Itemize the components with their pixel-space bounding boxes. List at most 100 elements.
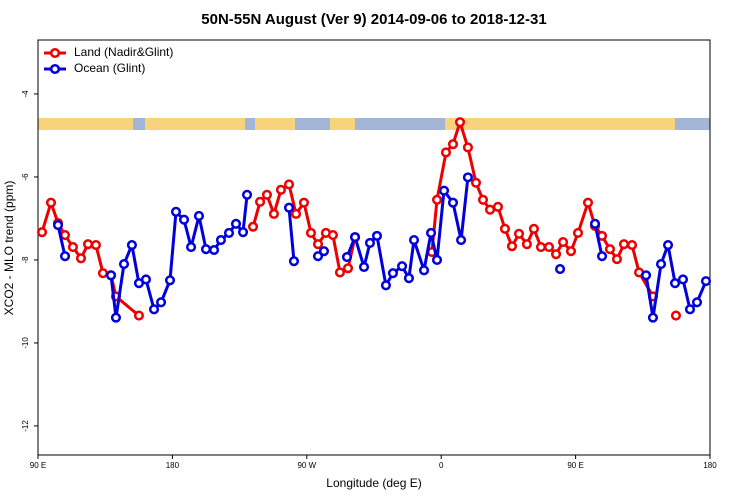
point — [156, 297, 167, 308]
point — [283, 202, 295, 213]
point — [670, 278, 681, 289]
point — [193, 210, 205, 222]
point — [447, 139, 459, 150]
point — [223, 227, 235, 239]
point — [67, 242, 78, 253]
point — [364, 237, 376, 248]
legend-marker — [49, 47, 61, 59]
point — [255, 196, 266, 207]
point — [604, 244, 615, 255]
y-tick-label: -10 — [21, 337, 30, 349]
point — [691, 297, 703, 308]
point — [209, 244, 220, 256]
point — [82, 239, 94, 250]
x-tick-label: 0 — [439, 461, 444, 470]
point — [462, 142, 473, 153]
y-tick-label: -4 — [21, 90, 30, 98]
point — [288, 256, 300, 267]
point — [626, 239, 638, 251]
point — [52, 220, 64, 231]
point — [565, 246, 577, 257]
point — [558, 237, 569, 248]
point — [555, 264, 566, 275]
x-tick-label: 90 E — [30, 461, 46, 470]
point — [418, 265, 430, 276]
point — [655, 259, 667, 270]
point — [438, 185, 450, 196]
point — [90, 239, 101, 251]
point — [397, 261, 408, 272]
y-tick-label: -12 — [21, 420, 30, 432]
point — [641, 270, 652, 281]
point — [431, 254, 443, 266]
y-tick-label: -6 — [21, 173, 30, 181]
point — [200, 244, 212, 255]
point — [59, 251, 71, 262]
point — [342, 263, 354, 274]
point — [148, 304, 160, 315]
point — [431, 194, 443, 205]
point — [318, 246, 330, 257]
plot-frame — [37, 39, 711, 456]
point — [462, 172, 473, 183]
point — [215, 234, 226, 246]
point — [535, 242, 547, 253]
point — [662, 239, 674, 251]
point — [677, 274, 689, 285]
point — [550, 249, 562, 260]
point — [484, 204, 496, 215]
point — [528, 223, 539, 234]
point — [589, 218, 601, 229]
point — [45, 197, 57, 208]
point — [261, 189, 272, 200]
point — [126, 239, 137, 251]
point — [380, 280, 391, 291]
point — [358, 261, 370, 273]
point — [684, 304, 696, 315]
legend-label: Land (Nadir&Glint) — [74, 45, 173, 59]
point — [440, 147, 452, 158]
point — [506, 241, 518, 252]
point — [118, 259, 130, 270]
point — [298, 197, 310, 208]
x-tick-label: 180 — [166, 461, 180, 470]
point — [582, 197, 594, 208]
point — [387, 268, 399, 279]
point — [133, 310, 144, 321]
point — [334, 267, 346, 278]
point — [425, 227, 437, 239]
y-axis-label: XCO2 - MLO trend (ppm) — [2, 181, 16, 316]
point — [470, 177, 482, 188]
point — [543, 242, 555, 253]
point — [290, 208, 302, 219]
point — [36, 227, 48, 238]
point — [454, 117, 466, 128]
point — [164, 275, 176, 286]
point — [572, 227, 584, 239]
point — [349, 232, 361, 243]
point — [499, 223, 511, 234]
point — [110, 312, 122, 323]
point — [327, 230, 338, 241]
point — [268, 208, 279, 219]
point — [178, 214, 190, 225]
point — [97, 268, 109, 279]
point — [186, 242, 197, 253]
point — [596, 251, 608, 262]
point — [408, 234, 420, 246]
point — [618, 239, 630, 250]
point — [647, 312, 659, 323]
point — [371, 230, 383, 241]
point — [521, 239, 532, 250]
point — [447, 197, 459, 208]
point — [305, 227, 317, 239]
point — [170, 206, 182, 217]
point — [403, 273, 414, 284]
x-tick-label: 180 — [703, 461, 717, 470]
point — [230, 218, 242, 229]
point — [140, 274, 152, 285]
point — [312, 251, 324, 262]
x-tick-label: 90 W — [297, 461, 316, 470]
point — [247, 221, 259, 232]
